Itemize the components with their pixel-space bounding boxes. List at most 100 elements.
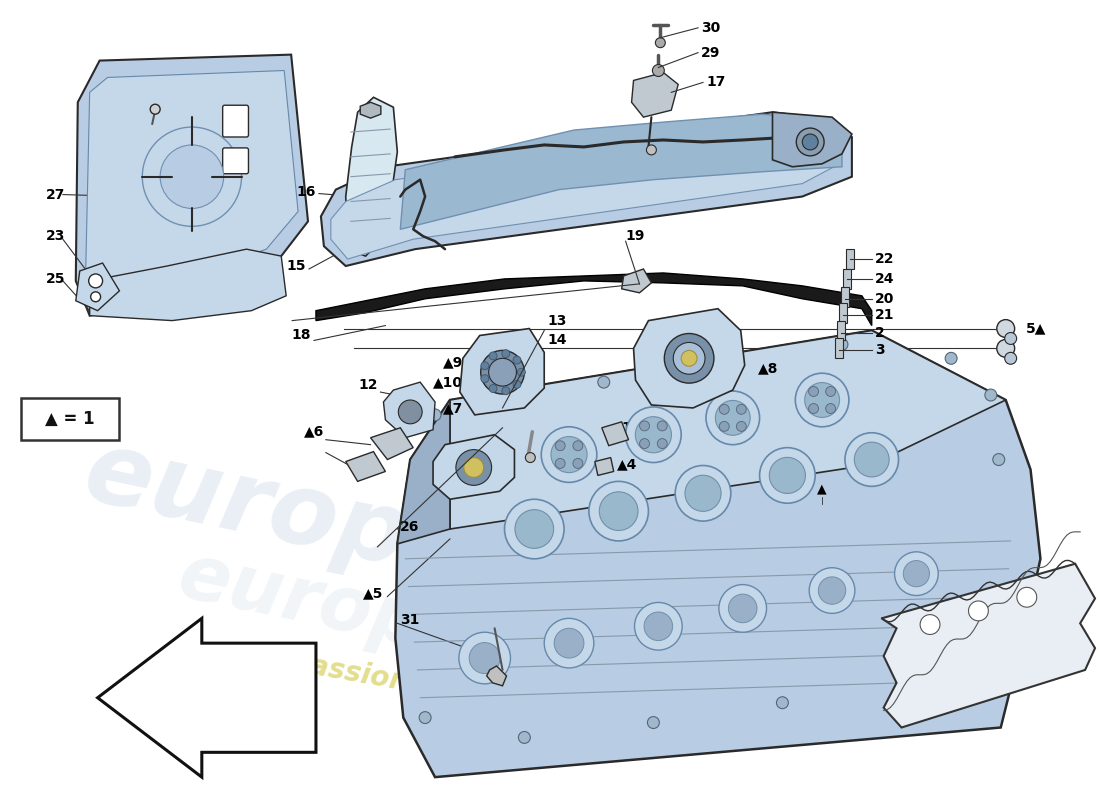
Circle shape <box>505 499 564 558</box>
Circle shape <box>645 612 672 641</box>
Polygon shape <box>76 54 308 316</box>
Circle shape <box>490 352 497 360</box>
Circle shape <box>968 601 988 621</box>
Text: europarts: europarts <box>172 538 600 698</box>
Polygon shape <box>837 321 845 341</box>
Circle shape <box>90 292 100 302</box>
Text: 18: 18 <box>292 329 311 342</box>
Circle shape <box>488 358 516 386</box>
Circle shape <box>997 339 1014 358</box>
Circle shape <box>541 426 597 482</box>
Text: 19: 19 <box>626 230 645 243</box>
Circle shape <box>920 614 940 634</box>
Text: 21: 21 <box>874 308 894 322</box>
Polygon shape <box>345 452 385 482</box>
Circle shape <box>502 387 509 394</box>
Text: 3: 3 <box>874 343 884 358</box>
Circle shape <box>728 594 757 622</box>
Text: ▲7: ▲7 <box>442 401 463 415</box>
Circle shape <box>675 466 730 521</box>
Circle shape <box>717 356 729 368</box>
Circle shape <box>658 421 668 431</box>
Circle shape <box>903 561 929 586</box>
Circle shape <box>736 422 746 431</box>
Polygon shape <box>621 269 651 293</box>
Text: ▲: ▲ <box>817 483 827 496</box>
Text: 15: 15 <box>286 259 306 273</box>
Polygon shape <box>433 434 515 499</box>
Text: 27: 27 <box>46 187 65 202</box>
Text: ▲5: ▲5 <box>363 586 384 601</box>
Circle shape <box>498 396 510 408</box>
Circle shape <box>502 350 509 358</box>
Circle shape <box>647 145 657 155</box>
Circle shape <box>685 475 722 511</box>
Circle shape <box>161 145 223 209</box>
Circle shape <box>777 697 789 709</box>
Text: 12: 12 <box>358 378 377 392</box>
Circle shape <box>895 677 908 689</box>
Polygon shape <box>331 128 834 259</box>
Polygon shape <box>360 102 381 118</box>
Polygon shape <box>631 73 679 117</box>
Text: ▲6: ▲6 <box>304 425 323 438</box>
Circle shape <box>836 338 848 350</box>
Circle shape <box>639 438 649 449</box>
Circle shape <box>600 492 638 530</box>
Polygon shape <box>882 564 1094 727</box>
Circle shape <box>513 380 521 388</box>
Circle shape <box>664 334 714 383</box>
Text: 20: 20 <box>874 292 894 306</box>
Circle shape <box>1016 587 1036 607</box>
Circle shape <box>526 453 536 462</box>
Circle shape <box>984 389 997 401</box>
Circle shape <box>597 376 609 388</box>
Text: 13: 13 <box>547 314 567 328</box>
Text: ▲ = 1: ▲ = 1 <box>45 410 95 428</box>
Circle shape <box>639 421 649 431</box>
Circle shape <box>945 352 957 364</box>
Circle shape <box>796 128 824 156</box>
Text: ▲4: ▲4 <box>617 458 637 471</box>
Polygon shape <box>400 114 842 230</box>
Circle shape <box>894 552 938 595</box>
Circle shape <box>481 350 525 394</box>
Circle shape <box>845 433 899 486</box>
Circle shape <box>805 382 839 418</box>
Polygon shape <box>384 382 436 438</box>
Polygon shape <box>602 422 628 446</box>
Circle shape <box>656 38 666 48</box>
Text: 26: 26 <box>400 520 420 534</box>
Circle shape <box>481 374 488 382</box>
Circle shape <box>795 374 849 426</box>
Circle shape <box>459 632 510 684</box>
Text: 25: 25 <box>46 272 66 286</box>
Circle shape <box>636 417 671 453</box>
Circle shape <box>810 568 855 614</box>
Circle shape <box>719 422 729 431</box>
Polygon shape <box>595 458 614 475</box>
Circle shape <box>648 717 659 729</box>
Circle shape <box>736 404 746 414</box>
FancyBboxPatch shape <box>222 148 249 174</box>
Polygon shape <box>634 309 745 408</box>
Circle shape <box>470 642 500 674</box>
Polygon shape <box>371 428 414 459</box>
Polygon shape <box>397 400 450 544</box>
Text: 23: 23 <box>46 230 65 243</box>
Polygon shape <box>460 329 544 415</box>
Text: 22: 22 <box>874 252 894 266</box>
Circle shape <box>518 731 530 743</box>
Circle shape <box>658 438 668 449</box>
Circle shape <box>1004 352 1016 364</box>
Circle shape <box>556 441 565 450</box>
Circle shape <box>652 65 664 77</box>
Circle shape <box>681 350 697 366</box>
Circle shape <box>802 134 818 150</box>
Circle shape <box>554 628 584 658</box>
Polygon shape <box>835 338 843 358</box>
Circle shape <box>573 441 583 450</box>
Circle shape <box>142 127 242 226</box>
Circle shape <box>719 585 767 632</box>
Polygon shape <box>772 112 851 166</box>
